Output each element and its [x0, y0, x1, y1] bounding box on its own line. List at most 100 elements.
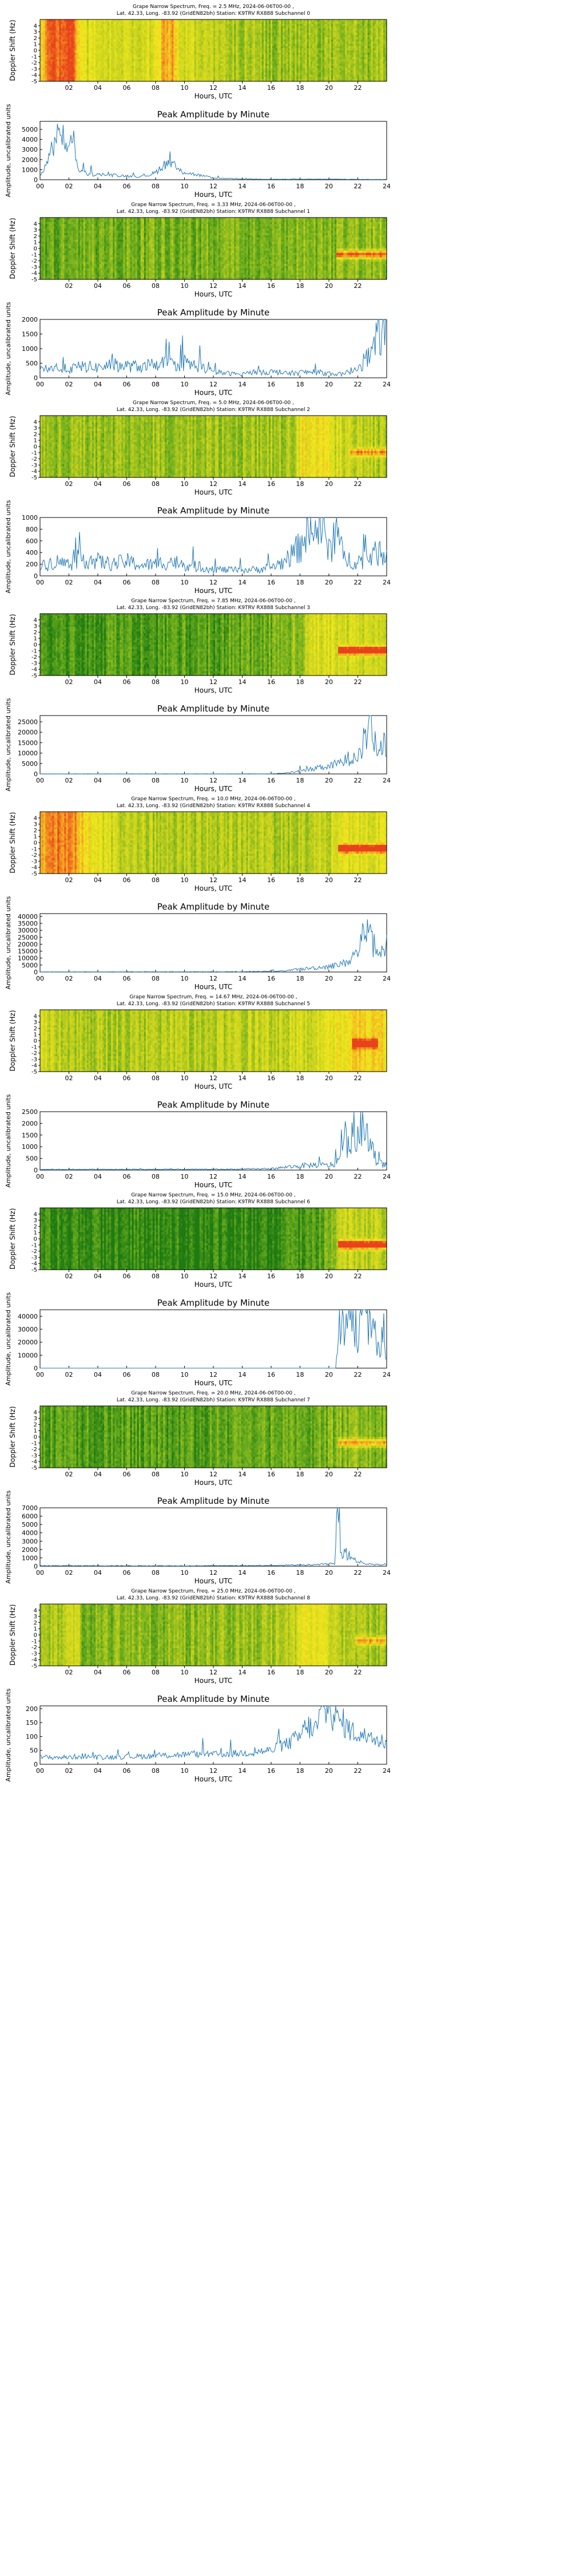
- y-tick-label: -4: [31, 1261, 37, 1267]
- x-tick-label: 24: [383, 1767, 391, 1775]
- spectrogram-subtitle: Lat. 42.33, Long. -83.92 (GridEN82bh) St…: [117, 407, 310, 413]
- y-tick-label: -5: [31, 277, 37, 283]
- spectrogram-cells: [40, 218, 387, 280]
- x-tick-label: 04: [94, 480, 102, 488]
- y-tick-label: 4: [34, 617, 37, 623]
- y-tick-label: 1: [34, 42, 37, 48]
- x-tick-label: 08: [152, 381, 160, 388]
- y-tick-label: 25000: [18, 934, 38, 941]
- x-tick-label: 06: [123, 1371, 131, 1378]
- y-tick-label: 2: [34, 1422, 37, 1428]
- x-tick-label: 10: [181, 1569, 189, 1577]
- spectrogram-cells: [40, 1208, 387, 1270]
- x-tick-label: 02: [65, 282, 73, 290]
- y-tick-label: 2: [34, 1026, 37, 1032]
- y-tick-label: 4: [34, 1013, 37, 1020]
- y-tick-label: 6000: [22, 1513, 38, 1520]
- x-tick-label: 10: [181, 84, 189, 92]
- x-tick-label: 10: [181, 678, 189, 686]
- y-axis-label: Amplitude, uncalibrated units: [5, 1688, 12, 1781]
- plot-frame: [40, 1508, 387, 1566]
- x-tick-label: 14: [239, 1471, 247, 1478]
- y-axis-label: Amplitude, uncalibrated units: [5, 104, 12, 197]
- x-tick-label: 04: [94, 579, 102, 586]
- y-tick-label: 0: [34, 642, 37, 649]
- y-tick-label: 5000: [22, 126, 38, 133]
- x-tick-label: 08: [152, 1569, 160, 1577]
- x-tick-label: 14: [239, 1173, 247, 1180]
- x-tick-label: 22: [354, 1471, 362, 1478]
- x-tick-label: 22: [354, 381, 362, 388]
- y-tick-label: -1: [31, 450, 37, 456]
- spectrogram-title: Grape Narrow Spectrum, Freq. = 14.67 MHz…: [129, 994, 297, 1000]
- y-axis-label: Amplitude, uncalibrated units: [5, 698, 12, 791]
- x-tick-label: 02: [65, 1173, 73, 1180]
- x-tick-label: 10: [181, 1173, 189, 1180]
- plot-frame: [40, 716, 387, 774]
- spectrogram-panel-7: Grape Narrow Spectrum, Freq. = 20.0 MHz,…: [9, 1390, 387, 1487]
- x-tick-label: 22: [354, 183, 362, 190]
- spectrogram-panel-8: Grape Narrow Spectrum, Freq. = 25.0 MHz,…: [9, 1589, 387, 1685]
- y-tick-label: 3: [34, 1020, 37, 1026]
- y-tick-label: 1: [34, 1428, 37, 1435]
- x-axis-label: Hours, UTC: [194, 884, 233, 892]
- y-tick-label: 4: [34, 221, 37, 227]
- x-tick-label: 20: [325, 282, 333, 290]
- x-tick-label: 06: [123, 975, 131, 982]
- y-axis-label: Doppler Shift (Hz): [9, 1208, 17, 1269]
- y-tick-label: -4: [31, 1459, 37, 1465]
- y-tick-label: 3: [34, 1416, 37, 1422]
- y-tick-label: 3: [34, 227, 37, 234]
- x-tick-label: 16: [267, 480, 275, 488]
- y-tick-label: 200: [26, 1705, 38, 1713]
- spectrogram-panel-4: Grape Narrow Spectrum, Freq. = 10.0 MHz,…: [9, 796, 387, 892]
- x-tick-label: 14: [239, 975, 247, 982]
- x-tick-label: 06: [123, 1569, 131, 1577]
- y-tick-label: -1: [31, 1440, 37, 1447]
- x-tick-label: 10: [181, 480, 189, 488]
- spectrogram-panel-0: Grape Narrow Spectrum, Freq. = 2.5 MHz, …: [9, 4, 387, 100]
- x-tick-label: 12: [209, 381, 217, 388]
- y-tick-label: 4: [34, 1409, 37, 1416]
- spectrogram-panel-1: Grape Narrow Spectrum, Freq. = 3.33 MHz,…: [9, 202, 387, 298]
- x-tick-label: 22: [354, 1371, 362, 1378]
- x-tick-label: 14: [239, 1074, 247, 1082]
- x-tick-label: 24: [383, 381, 391, 388]
- y-axis-label: Amplitude, uncalibrated units: [5, 500, 12, 593]
- x-tick-label: 06: [123, 876, 131, 884]
- amplitude-title: Peak Amplitude by Minute: [157, 704, 269, 714]
- y-tick-label: 4000: [22, 1530, 38, 1537]
- y-axis-label: Doppler Shift (Hz): [9, 1010, 17, 1071]
- x-tick-label: 06: [123, 480, 131, 488]
- y-tick-label: -3: [31, 661, 37, 667]
- y-axis-label: Amplitude, uncalibrated units: [5, 302, 12, 395]
- y-tick-label: 0: [34, 1038, 37, 1045]
- y-tick-label: 0: [34, 1761, 38, 1768]
- y-tick-label: 15000: [18, 739, 38, 746]
- x-tick-label: 10: [181, 381, 189, 388]
- x-tick-label: 16: [267, 1767, 275, 1775]
- y-axis-label: Doppler Shift (Hz): [9, 1406, 17, 1467]
- x-tick-label: 16: [267, 579, 275, 586]
- spectrogram-title: Grape Narrow Spectrum, Freq. = 25.0 MHz,…: [131, 1589, 296, 1594]
- x-tick-label: 12: [209, 480, 217, 488]
- y-tick-label: -2: [31, 1249, 37, 1255]
- y-tick-label: 4: [34, 1607, 37, 1614]
- x-tick-label: 12: [209, 282, 217, 290]
- x-tick-label: 20: [325, 480, 333, 488]
- y-tick-label: 10000: [18, 1352, 38, 1359]
- x-tick-label: 16: [267, 975, 275, 982]
- x-tick-label: 10: [181, 1273, 189, 1280]
- y-tick-label: 3: [34, 821, 37, 828]
- y-tick-label: -3: [31, 66, 37, 73]
- x-axis-label: Hours, UTC: [194, 587, 233, 595]
- y-tick-label: 4000: [22, 136, 38, 144]
- y-axis-label: Doppler Shift (Hz): [9, 812, 17, 873]
- y-tick-label: -5: [31, 1069, 37, 1076]
- x-tick-label: 14: [239, 183, 247, 190]
- x-tick-label: 12: [209, 1471, 217, 1478]
- x-tick-label: 12: [209, 777, 217, 784]
- x-tick-label: 04: [94, 975, 102, 982]
